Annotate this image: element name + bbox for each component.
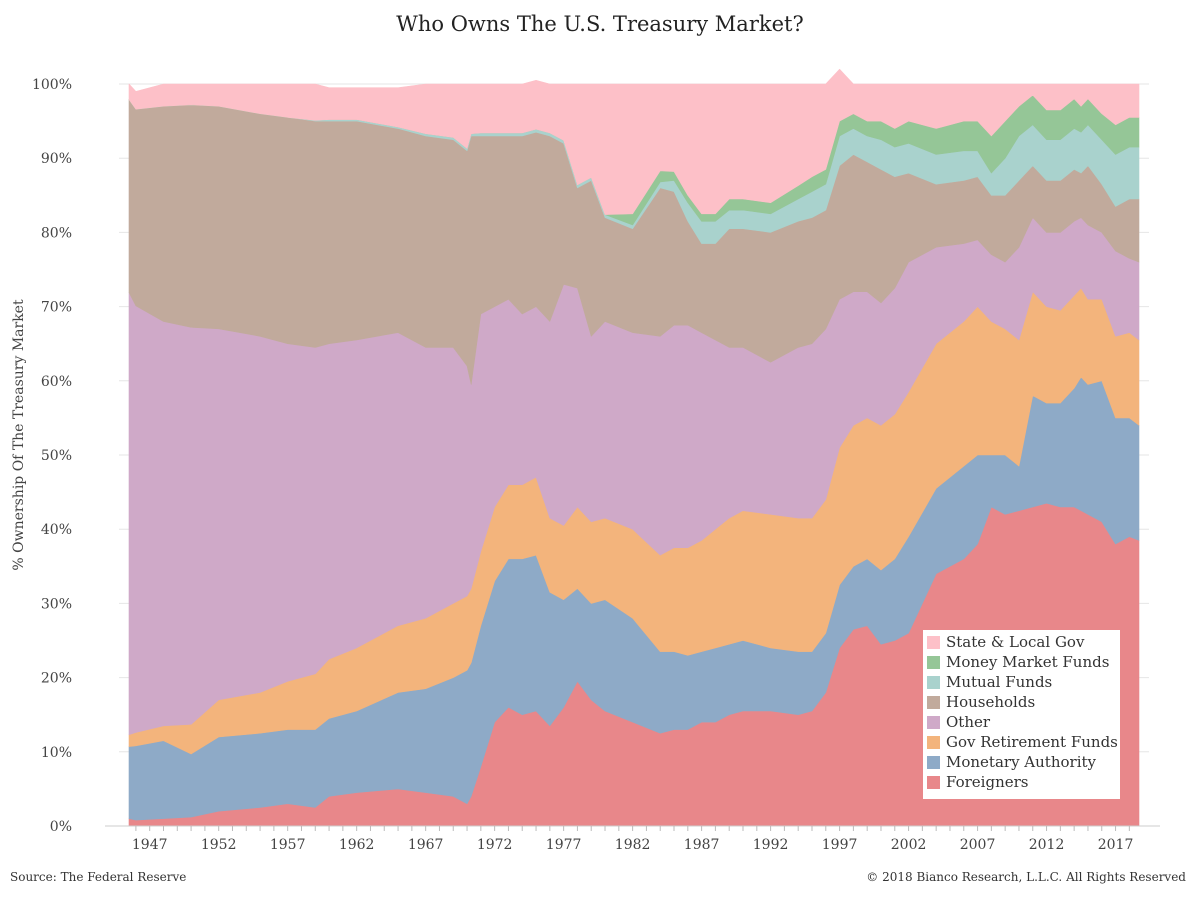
area-state-local-gov — [128, 68, 1140, 215]
x-tick-label: 1992 — [753, 837, 789, 853]
x-tick-label: 1977 — [546, 837, 582, 853]
x-tick-label: 1947 — [132, 837, 168, 853]
x-tick-label: 2017 — [1098, 837, 1134, 853]
legend-swatch — [927, 775, 940, 789]
y-tick-label: 90% — [41, 151, 72, 167]
legend-label: Foreigners — [946, 773, 1029, 791]
legend-item: Money Market Funds — [927, 652, 1120, 672]
legend-swatch — [927, 755, 940, 769]
legend-item: Monetary Authority — [927, 752, 1120, 772]
y-tick-label: 70% — [41, 300, 72, 316]
y-tick-label: 10% — [41, 745, 72, 761]
y-tick-label: 40% — [41, 522, 72, 538]
chart-title: Who Owns The U.S. Treasury Market? — [396, 12, 804, 36]
x-tick-label: 2012 — [1029, 837, 1065, 853]
x-tick-label: 1952 — [201, 837, 237, 853]
legend-label: Households — [946, 693, 1036, 711]
legend-swatch — [927, 715, 940, 729]
x-tick-label: 1982 — [615, 837, 651, 853]
legend-swatch — [927, 675, 940, 689]
legend-swatch — [927, 655, 940, 669]
legend-label: Gov Retirement Funds — [946, 733, 1118, 751]
x-tick-label: 2007 — [960, 837, 996, 853]
x-tick-label: 2002 — [891, 837, 927, 853]
y-tick-label: 80% — [41, 225, 72, 241]
area-series-group — [128, 68, 1140, 827]
legend-label: Money Market Funds — [946, 653, 1110, 671]
legend-label: Other — [946, 713, 991, 731]
y-tick-label: 20% — [41, 671, 72, 687]
x-tick-label: 1972 — [477, 837, 513, 853]
legend-item: Foreigners — [927, 772, 1120, 792]
legend-label: Monetary Authority — [946, 753, 1096, 771]
legend-item: Other — [927, 712, 1120, 732]
x-tick-label: 1957 — [270, 837, 306, 853]
x-tick-label: 1962 — [339, 837, 375, 853]
y-tick-label: 60% — [41, 374, 72, 390]
y-axis: 0% 10% 20% 30% 40% 50% 60% 70% 80% 90% 100% — [32, 77, 72, 835]
legend-label: State & Local Gov — [946, 633, 1085, 651]
x-tick-label: 1967 — [408, 837, 444, 853]
x-tick-label: 1987 — [684, 837, 720, 853]
y-axis-title: % Ownership Of The Treasury Market — [11, 299, 27, 571]
x-tick-label: 1997 — [822, 837, 858, 853]
legend-item: Gov Retirement Funds — [927, 732, 1120, 752]
legend-item: Mutual Funds — [927, 672, 1120, 692]
y-tick-label: 0% — [50, 819, 72, 835]
legend-swatch — [927, 695, 940, 709]
legend-item: Households — [927, 692, 1120, 712]
y-tick-label: 50% — [41, 448, 72, 464]
source-note: Source: The Federal Reserve — [10, 870, 187, 884]
x-axis: 1947 1952 1957 1962 1967 1972 1977 1982 1987 1992… — [105, 825, 1160, 853]
legend-swatch — [927, 735, 940, 749]
y-tick-label: 100% — [32, 77, 72, 93]
copyright-note: © 2018 Bianco Research, L.L.C. All Right… — [866, 870, 1186, 884]
chart-legend: State & Local Gov Money Market Funds Mutua… — [923, 630, 1120, 799]
y-tick-label: 30% — [41, 596, 72, 612]
legend-item: State & Local Gov — [927, 632, 1120, 652]
legend-label: Mutual Funds — [946, 673, 1053, 691]
legend-swatch — [927, 635, 940, 649]
